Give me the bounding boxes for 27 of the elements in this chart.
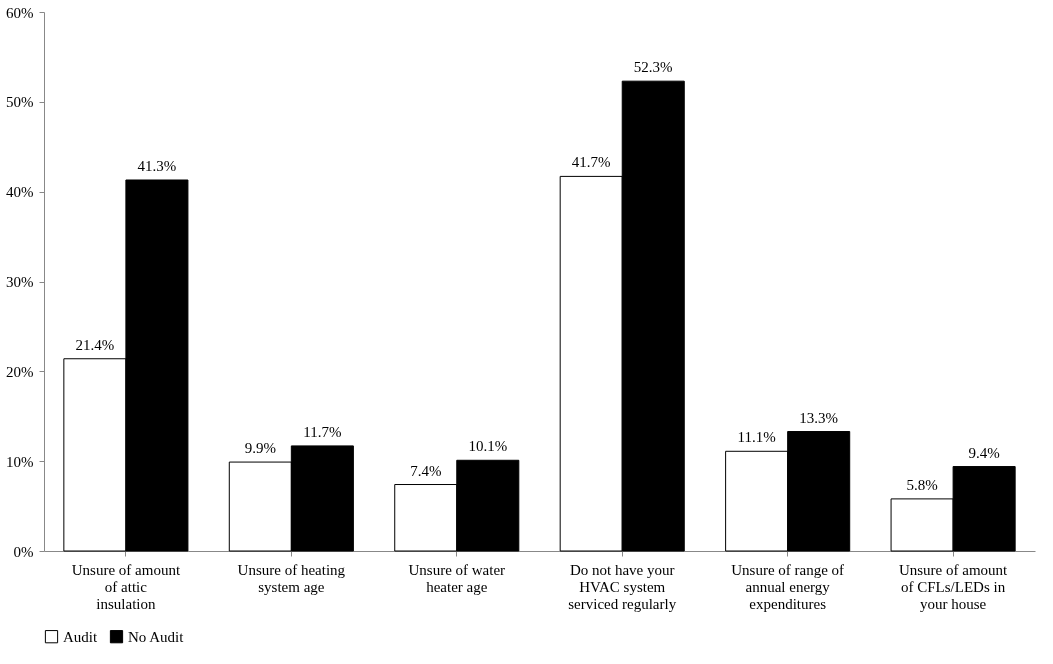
x-tick-label: Unsure of heating system age	[237, 561, 346, 595]
data-label: 5.8%	[906, 476, 938, 493]
legend-label: Audit	[63, 628, 98, 645]
data-label: 9.4%	[968, 444, 1000, 461]
y-tick-label: 20%	[6, 363, 34, 380]
data-label: 13.3%	[799, 409, 839, 426]
data-label: 11.7%	[303, 423, 342, 440]
data-label: 52.3%	[633, 59, 673, 76]
x-tick-label: Unsure of amount of CFLs/LEDs in your house	[898, 561, 1009, 612]
y-tick-label: 40%	[6, 184, 34, 201]
data-label: 41.3%	[137, 157, 177, 174]
data-label: 7.4%	[410, 462, 442, 479]
data-label: 10.1%	[468, 438, 508, 455]
y-tick-label: 0%	[13, 543, 34, 560]
x-tick-label: Unsure of water heater age	[408, 561, 506, 595]
y-tick-label: 60%	[6, 4, 34, 21]
data-label: 9.9%	[244, 440, 276, 457]
x-tick-label: Do not have your HVAC system serviced regularly	[568, 561, 677, 612]
data-label: 21.4%	[75, 336, 115, 353]
data-label: 11.1%	[737, 429, 776, 446]
y-tick-label: 10%	[6, 453, 34, 470]
data-label: 41.7%	[571, 154, 611, 171]
y-tick-label: 30%	[6, 274, 34, 290]
x-tick-label: Unsure of amount of attic insulation	[71, 561, 181, 612]
x-tick-label: Unsure of range of annual energy expenditures	[731, 561, 845, 612]
legend-label: No Audit	[128, 628, 185, 645]
y-tick-label: 50%	[6, 94, 34, 111]
